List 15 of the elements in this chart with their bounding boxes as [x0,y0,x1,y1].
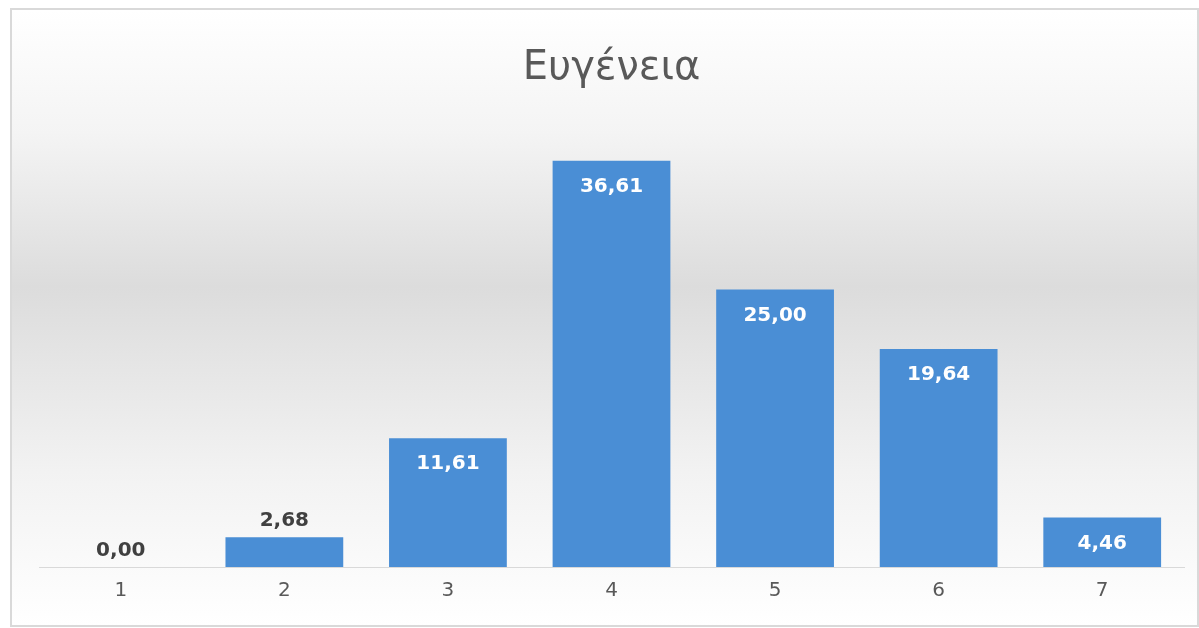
x-tick-label: 1 [114,577,128,602]
data-label: 2,68 [259,507,310,532]
data-label: 19,64 [907,361,971,386]
data-label: 11,61 [416,450,480,475]
data-label: 4,46 [1077,529,1127,554]
chart-title: Ευγένεια [522,42,701,89]
data-label: 25,00 [743,301,807,326]
x-tick-label: 4 [605,577,618,602]
data-label: 0,00 [96,537,146,562]
x-tick-label: 5 [768,577,782,602]
data-label: 36,61 [579,172,644,197]
x-tick-label: 6 [932,577,946,602]
x-tick-label: 7 [1095,577,1109,602]
x-tick-label: 3 [441,577,455,602]
x-tick-label: 2 [277,577,291,602]
